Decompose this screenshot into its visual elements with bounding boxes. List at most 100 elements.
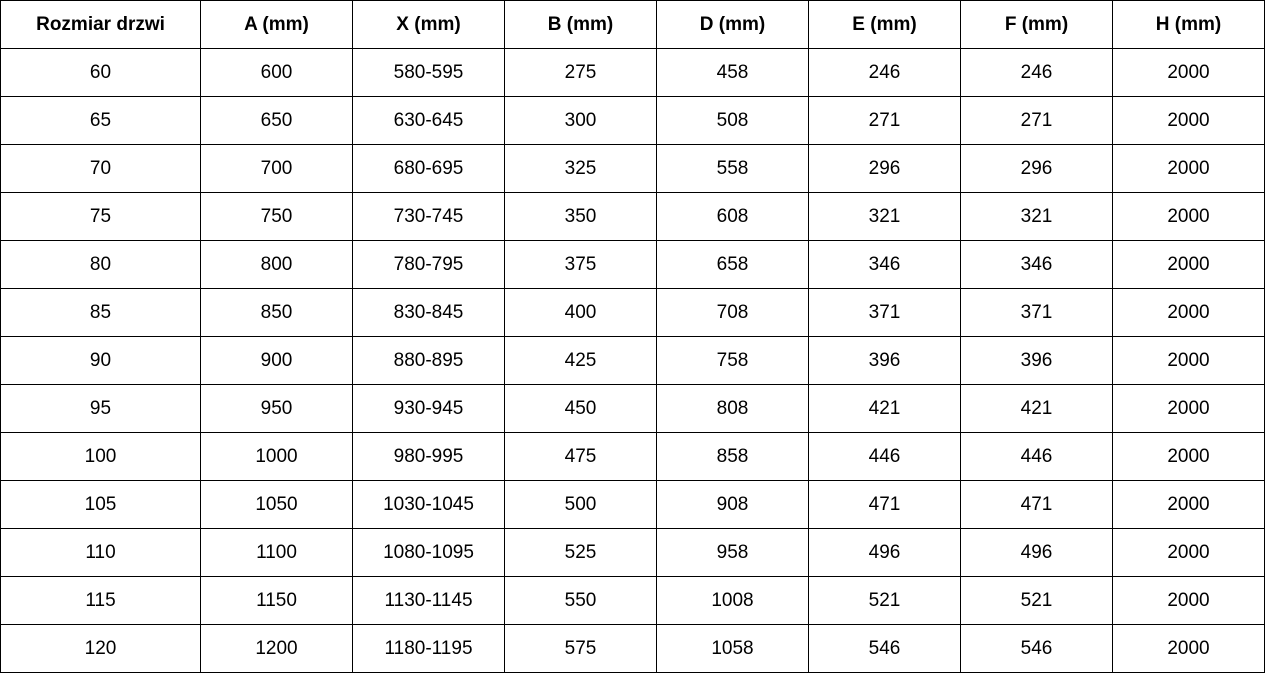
table-cell: 521 — [960, 576, 1113, 625]
table-cell: 1180-1195 — [352, 624, 505, 673]
table-cell: 858 — [656, 432, 809, 481]
table-cell: 930-945 — [352, 384, 505, 433]
table-cell: 758 — [656, 336, 809, 385]
table-cell: 458 — [656, 48, 809, 97]
table-cell: 90 — [0, 336, 201, 385]
header-cell: D (mm) — [656, 0, 809, 49]
header-cell: F (mm) — [960, 0, 1113, 49]
table-cell: 1008 — [656, 576, 809, 625]
table-cell: 650 — [200, 96, 353, 145]
table-cell: 271 — [808, 96, 961, 145]
table-cell: 446 — [808, 432, 961, 481]
table-cell: 271 — [960, 96, 1113, 145]
table-cell: 2000 — [1112, 240, 1265, 289]
table-cell: 508 — [656, 96, 809, 145]
table-cell: 1000 — [200, 432, 353, 481]
table-cell: 396 — [808, 336, 961, 385]
table-cell: 120 — [0, 624, 201, 673]
table-cell: 900 — [200, 336, 353, 385]
table-cell: 2000 — [1112, 384, 1265, 433]
header-cell: X (mm) — [352, 0, 505, 49]
table-cell: 1130-1145 — [352, 576, 505, 625]
table-cell: 246 — [808, 48, 961, 97]
table-cell: 475 — [504, 432, 657, 481]
table-cell: 65 — [0, 96, 201, 145]
table-cell: 396 — [960, 336, 1113, 385]
table-cell: 2000 — [1112, 96, 1265, 145]
table-cell: 296 — [808, 144, 961, 193]
table-cell: 958 — [656, 528, 809, 577]
table-cell: 608 — [656, 192, 809, 241]
table-cell: 546 — [960, 624, 1113, 673]
table-cell: 100 — [0, 432, 201, 481]
table-cell: 950 — [200, 384, 353, 433]
table-cell: 575 — [504, 624, 657, 673]
table-cell: 2000 — [1112, 576, 1265, 625]
table-cell: 1080-1095 — [352, 528, 505, 577]
table-cell: 980-995 — [352, 432, 505, 481]
table-cell: 850 — [200, 288, 353, 337]
table-cell: 246 — [960, 48, 1113, 97]
header-cell: A (mm) — [200, 0, 353, 49]
table-cell: 300 — [504, 96, 657, 145]
table-cell: 375 — [504, 240, 657, 289]
table-cell: 110 — [0, 528, 201, 577]
table-cell: 2000 — [1112, 336, 1265, 385]
table-cell: 105 — [0, 480, 201, 529]
table-cell: 95 — [0, 384, 201, 433]
table-cell: 421 — [808, 384, 961, 433]
table-cell: 471 — [808, 480, 961, 529]
table-cell: 2000 — [1112, 288, 1265, 337]
table-cell: 708 — [656, 288, 809, 337]
table-cell: 1030-1045 — [352, 480, 505, 529]
table-cell: 350 — [504, 192, 657, 241]
table-cell: 500 — [504, 480, 657, 529]
table-cell: 346 — [960, 240, 1113, 289]
table-cell: 400 — [504, 288, 657, 337]
table-cell: 880-895 — [352, 336, 505, 385]
table-cell: 115 — [0, 576, 201, 625]
table-cell: 1058 — [656, 624, 809, 673]
table-cell: 70 — [0, 144, 201, 193]
table-cell: 85 — [0, 288, 201, 337]
table-cell: 546 — [808, 624, 961, 673]
table-cell: 1200 — [200, 624, 353, 673]
table-cell: 60 — [0, 48, 201, 97]
table-cell: 75 — [0, 192, 201, 241]
table-cell: 630-645 — [352, 96, 505, 145]
header-cell: E (mm) — [808, 0, 961, 49]
table-cell: 1050 — [200, 480, 353, 529]
table-cell: 346 — [808, 240, 961, 289]
table-cell: 496 — [960, 528, 1113, 577]
table-cell: 750 — [200, 192, 353, 241]
table-cell: 700 — [200, 144, 353, 193]
table-cell: 908 — [656, 480, 809, 529]
table-cell: 680-695 — [352, 144, 505, 193]
table-cell: 296 — [960, 144, 1113, 193]
table-cell: 658 — [656, 240, 809, 289]
table-cell: 550 — [504, 576, 657, 625]
table-cell: 558 — [656, 144, 809, 193]
table-cell: 471 — [960, 480, 1113, 529]
table-cell: 780-795 — [352, 240, 505, 289]
table-cell: 2000 — [1112, 192, 1265, 241]
table-cell: 830-845 — [352, 288, 505, 337]
table-cell: 275 — [504, 48, 657, 97]
table-cell: 2000 — [1112, 48, 1265, 97]
table-cell: 2000 — [1112, 432, 1265, 481]
table-cell: 525 — [504, 528, 657, 577]
header-cell: Rozmiar drzwi — [0, 0, 201, 49]
table-cell: 2000 — [1112, 528, 1265, 577]
table-cell: 521 — [808, 576, 961, 625]
table-cell: 446 — [960, 432, 1113, 481]
header-cell: B (mm) — [504, 0, 657, 49]
table-cell: 2000 — [1112, 480, 1265, 529]
table-cell: 421 — [960, 384, 1113, 433]
table-cell: 321 — [960, 192, 1113, 241]
table-cell: 425 — [504, 336, 657, 385]
header-cell: H (mm) — [1112, 0, 1265, 49]
table-cell: 2000 — [1112, 624, 1265, 673]
table-cell: 321 — [808, 192, 961, 241]
table-cell: 2000 — [1112, 144, 1265, 193]
